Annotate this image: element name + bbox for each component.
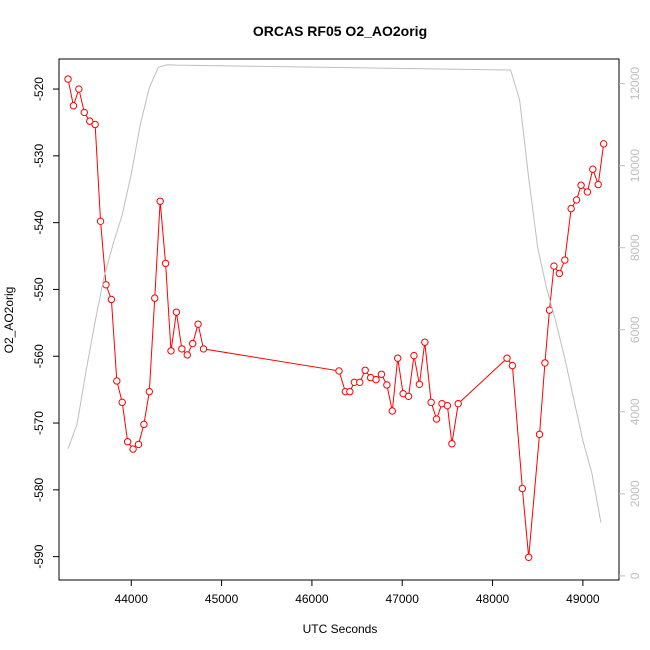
y-tick-label: -550 xyxy=(32,277,46,301)
data-point xyxy=(107,295,116,304)
y2-tick-label: 4000 xyxy=(628,398,642,425)
data-point xyxy=(508,361,517,370)
data-point xyxy=(194,320,202,328)
y-tick-label: -540 xyxy=(32,210,46,234)
y-tick-label: -570 xyxy=(32,411,46,435)
y2-tick-label: 12000 xyxy=(628,67,642,101)
data-point xyxy=(129,445,137,453)
y2-tick-label: 2000 xyxy=(628,480,642,507)
data-point xyxy=(388,407,396,415)
y2-axis: 0 2000 4000 6000 8000 10000 12000 xyxy=(619,67,642,579)
data-point xyxy=(151,294,159,302)
data-point xyxy=(503,354,511,362)
data-point xyxy=(91,120,99,129)
x-tick-label: 46000 xyxy=(295,592,329,606)
data-point xyxy=(75,85,83,93)
y2-tick-label: 8000 xyxy=(628,234,642,261)
y-tick-label: -580 xyxy=(32,477,46,501)
data-point xyxy=(64,75,72,83)
data-point xyxy=(346,387,354,396)
y-tick-label: -530 xyxy=(32,144,46,168)
data-point xyxy=(432,415,441,423)
y-tick-label: -590 xyxy=(32,544,46,568)
data-point xyxy=(599,140,608,148)
data-point xyxy=(156,197,164,205)
data-point xyxy=(145,387,154,396)
y2-tick-label: 0 xyxy=(628,572,642,579)
data-point xyxy=(361,366,369,374)
data-point xyxy=(167,347,175,355)
data-point xyxy=(454,399,462,408)
data-point xyxy=(123,438,132,446)
data-point xyxy=(410,351,418,360)
y-axis: -520 -530 -540 -550 -560 -570 -580 -590 xyxy=(32,77,59,569)
x-axis: 44000 45000 46000 47000 48000 49000 xyxy=(115,580,600,606)
chart-title: ORCAS RF05 O2_AO2orig xyxy=(253,23,427,39)
data-point xyxy=(550,262,558,270)
data-point xyxy=(102,281,110,289)
data-point xyxy=(113,377,121,385)
data-point xyxy=(518,484,527,493)
data-point xyxy=(448,440,456,448)
data-point xyxy=(80,108,88,117)
data-point xyxy=(383,381,391,389)
data-point xyxy=(567,204,575,213)
data-point xyxy=(561,256,569,264)
data-point xyxy=(96,217,105,226)
data-point xyxy=(572,196,581,204)
data-point xyxy=(421,338,429,346)
data-point xyxy=(377,370,386,378)
x-tick-label: 49000 xyxy=(566,592,600,606)
data-point xyxy=(535,430,544,439)
series-layer xyxy=(64,64,608,561)
data-point xyxy=(172,308,181,316)
data-point xyxy=(86,117,94,125)
y-axis-label: O2_AO2orig xyxy=(2,287,16,354)
data-point xyxy=(415,380,424,388)
data-point xyxy=(541,359,549,367)
data-point xyxy=(335,367,343,375)
data-point xyxy=(577,181,585,189)
altitude-series-line xyxy=(67,64,602,523)
x-tick-label: 48000 xyxy=(476,592,510,606)
y2-tick-label: 10000 xyxy=(628,149,642,183)
data-point xyxy=(524,553,533,561)
data-point xyxy=(188,339,197,348)
data-point xyxy=(589,165,597,173)
data-point xyxy=(594,180,602,189)
data-point xyxy=(161,259,170,268)
data-point xyxy=(427,398,435,407)
data-point xyxy=(372,375,380,384)
data-point xyxy=(118,398,126,407)
data-point xyxy=(199,345,208,353)
data-point xyxy=(69,102,78,110)
data-point xyxy=(183,351,191,359)
x-tick-label: 45000 xyxy=(205,592,239,606)
x-tick-label: 47000 xyxy=(386,592,420,606)
data-point xyxy=(555,269,564,278)
plot-frame xyxy=(58,58,620,581)
data-point xyxy=(356,378,364,386)
y-tick-label: -520 xyxy=(32,77,46,101)
data-point xyxy=(443,401,452,410)
data-point xyxy=(178,345,186,353)
data-point xyxy=(134,440,143,449)
y-tick-label: -560 xyxy=(32,344,46,368)
data-point xyxy=(583,188,592,196)
data-point xyxy=(404,392,413,401)
x-axis-label: UTC Seconds xyxy=(303,622,378,636)
data-point xyxy=(394,354,402,362)
x-tick-label: 44000 xyxy=(115,592,149,606)
data-point xyxy=(140,420,148,429)
y2-tick-label: 6000 xyxy=(628,316,642,343)
